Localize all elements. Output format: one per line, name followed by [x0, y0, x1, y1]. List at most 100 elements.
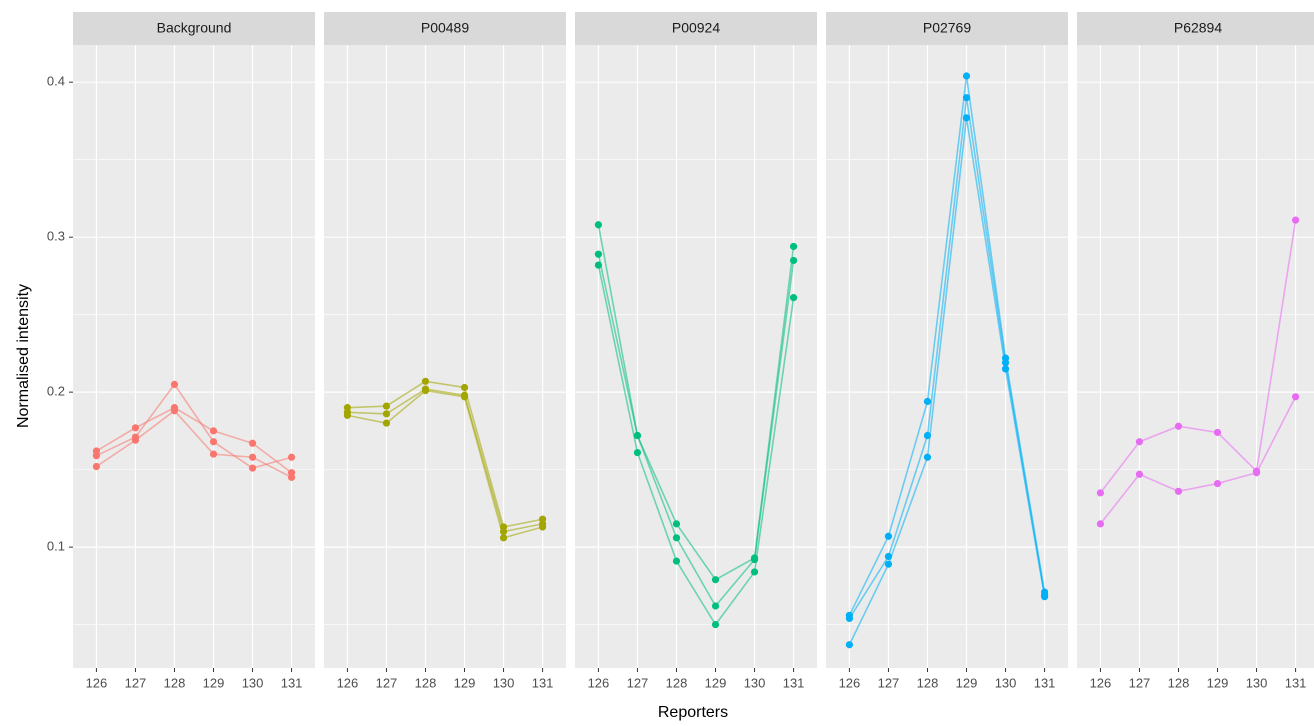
point [750, 568, 759, 576]
x-tick-label: 131 [281, 675, 303, 690]
strip [575, 12, 817, 45]
panel-title: Background [157, 20, 232, 36]
point [789, 294, 798, 302]
point [248, 464, 257, 472]
x-tick-label: 128 [1168, 675, 1190, 690]
point [923, 397, 932, 406]
point [170, 380, 179, 388]
point [750, 555, 759, 564]
point [1040, 593, 1049, 601]
point [1174, 487, 1183, 495]
strip [1077, 12, 1314, 45]
point [923, 453, 932, 461]
point [499, 534, 508, 542]
panel-title: P02769 [923, 20, 971, 36]
y-tick-label: 0.2 [47, 384, 65, 399]
x-tick-label: 127 [376, 675, 398, 690]
strip [73, 12, 315, 45]
x-tick-label: 127 [1129, 675, 1151, 690]
point [1096, 520, 1105, 528]
point [382, 402, 391, 410]
point [287, 473, 296, 481]
strip [324, 12, 566, 45]
point [711, 602, 720, 610]
line [347, 388, 543, 533]
x-tick-label: 126 [839, 675, 861, 690]
point [1135, 438, 1144, 446]
line [347, 389, 543, 539]
point [1174, 422, 1183, 430]
line [597, 264, 795, 627]
x-tick-label: 128 [415, 675, 437, 690]
x-tick-label: 126 [1090, 675, 1112, 690]
point [672, 557, 681, 565]
point [845, 614, 854, 623]
line [1099, 219, 1297, 494]
panel-background [826, 45, 1068, 668]
point [1291, 393, 1300, 401]
strip [826, 12, 1068, 45]
point [382, 419, 391, 427]
point [131, 424, 140, 432]
x-tick-label: 126 [337, 675, 359, 690]
point [92, 452, 101, 460]
point [1213, 479, 1222, 488]
x-tick-label: 126 [588, 675, 610, 690]
y-tick-label: 0.4 [47, 74, 65, 89]
point [343, 411, 352, 419]
x-tick-label: 130 [242, 675, 264, 690]
point [1135, 470, 1144, 478]
point [92, 462, 101, 471]
panel-title: P00489 [421, 20, 469, 36]
point [711, 576, 720, 584]
point [287, 453, 296, 461]
x-tick-label: 129 [454, 675, 476, 690]
panel-title: P00924 [672, 20, 720, 36]
panel-background [575, 45, 817, 668]
line [1099, 396, 1297, 525]
point [884, 532, 893, 540]
point [962, 94, 971, 102]
line [347, 380, 543, 528]
x-tick-label: 129 [956, 675, 978, 690]
point [170, 407, 179, 415]
point [633, 448, 642, 457]
point [1001, 359, 1010, 367]
point [499, 528, 508, 536]
x-tick-label: 127 [878, 675, 900, 690]
x-tick-label: 131 [1285, 675, 1307, 690]
x-tick-label: 131 [1034, 675, 1056, 690]
x-tick-label: 128 [917, 675, 939, 690]
point [460, 383, 469, 392]
point [962, 114, 971, 122]
point [1001, 365, 1010, 373]
x-tick-label: 131 [783, 675, 805, 690]
point [209, 450, 218, 458]
point [845, 641, 854, 649]
panel-title: P62894 [1174, 20, 1222, 36]
x-tick-label: 130 [1246, 675, 1268, 690]
point [633, 431, 642, 440]
x-tick-label: 128 [164, 675, 186, 690]
point [209, 438, 218, 446]
x-tick-label: 129 [203, 675, 225, 690]
x-tick-label: 128 [666, 675, 688, 690]
point [594, 261, 603, 269]
point [538, 523, 547, 531]
y-tick-label: 0.1 [47, 539, 65, 554]
panel-background [1077, 45, 1314, 668]
point [382, 410, 391, 418]
x-tick-label: 130 [493, 675, 515, 690]
point [460, 393, 469, 401]
x-tick-label: 130 [744, 675, 766, 690]
y-tick-label: 0.3 [47, 229, 65, 244]
point [131, 436, 140, 444]
x-axis-title: Reporters [658, 704, 728, 721]
point [1252, 469, 1261, 477]
line [96, 383, 292, 469]
line [848, 97, 1046, 619]
line [597, 254, 795, 608]
line [848, 117, 1046, 646]
x-tick-label: 127 [125, 675, 147, 690]
